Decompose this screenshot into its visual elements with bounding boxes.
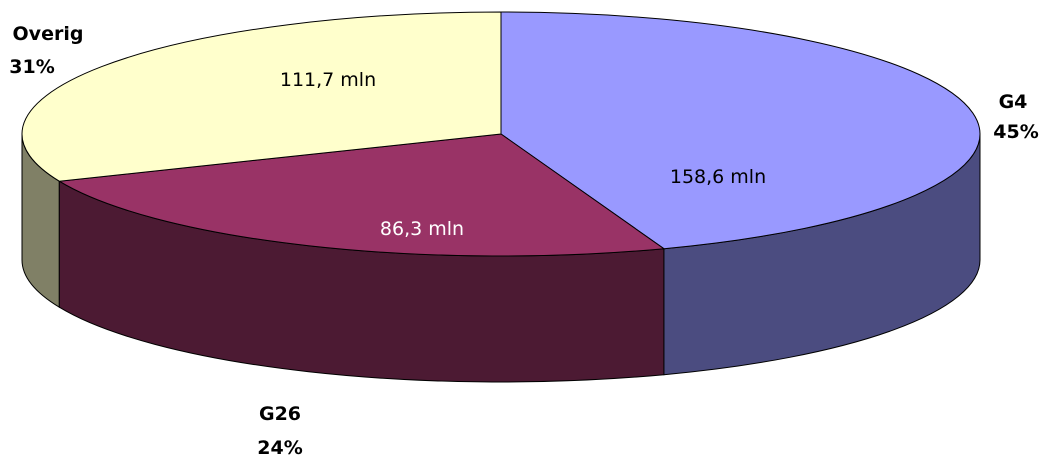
category-label-overig: Overig bbox=[13, 23, 84, 45]
category-label-g4: G4 bbox=[999, 91, 1028, 113]
percent-label-g26: 24% bbox=[257, 437, 302, 459]
pie-slice-g4 bbox=[500, 11, 981, 250]
value-label-g26: 86,3 mln bbox=[380, 218, 464, 240]
percent-label-g4: 45% bbox=[993, 121, 1038, 143]
percent-label-overig: 31% bbox=[9, 56, 54, 78]
pie-slice-overig bbox=[21, 11, 502, 182]
value-label-g4: 158,6 mln bbox=[670, 166, 766, 188]
value-label-overig: 111,7 mln bbox=[280, 69, 376, 91]
category-label-g26: G26 bbox=[259, 403, 301, 425]
pie-slice-g26 bbox=[57, 133, 666, 257]
